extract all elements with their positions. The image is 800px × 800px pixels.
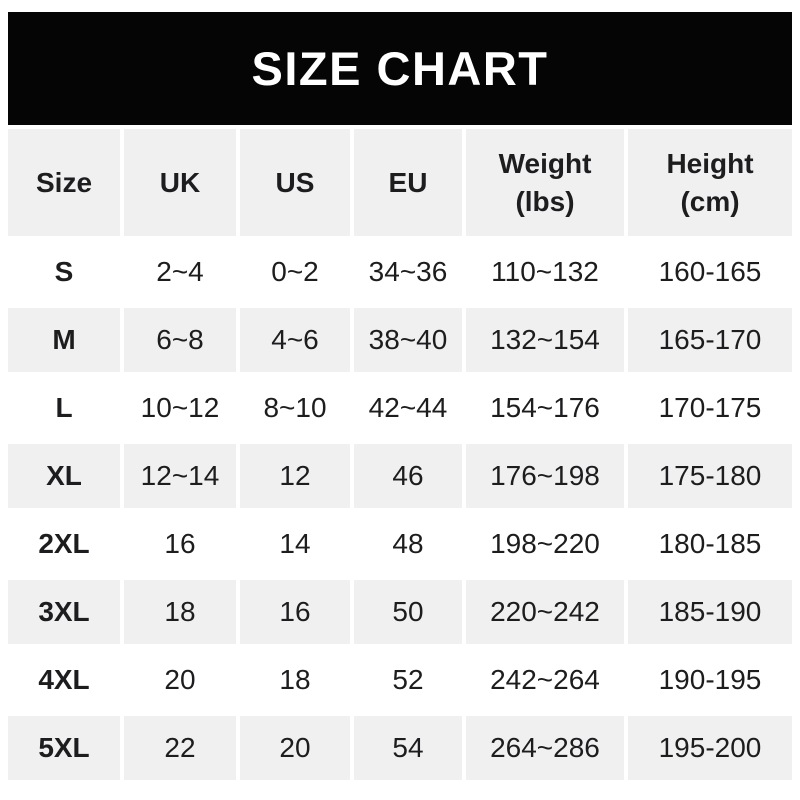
header-cell-height-cm: Height (cm) xyxy=(628,129,792,236)
table-cell: 18 xyxy=(124,580,236,644)
table-row-4xl: 4XL 20 18 52 242~264 190-195 xyxy=(8,648,792,712)
table-cell: 14 xyxy=(240,512,350,576)
table-row-xl: XL 12~14 12 46 176~198 175-180 xyxy=(8,444,792,508)
header-row: Size UK US EU Weight (lbs) Height (cm) xyxy=(8,129,792,236)
size-label-cell: S xyxy=(8,240,120,304)
table-cell: 176~198 xyxy=(466,444,624,508)
table-row-s: S 2~4 0~2 34~36 110~132 160-165 xyxy=(8,240,792,304)
header-cell-size: Size xyxy=(8,129,120,236)
table-cell: 160-165 xyxy=(628,240,792,304)
table-cell: 16 xyxy=(240,580,350,644)
table-cell: 50 xyxy=(354,580,462,644)
table-cell: 170-175 xyxy=(628,376,792,440)
table-cell: 20 xyxy=(124,648,236,712)
table-cell: 220~242 xyxy=(466,580,624,644)
page-title: SIZE CHART xyxy=(251,42,549,95)
size-label-cell: L xyxy=(8,376,120,440)
table-cell: 10~12 xyxy=(124,376,236,440)
table-cell: 264~286 xyxy=(466,716,624,780)
table-cell: 242~264 xyxy=(466,648,624,712)
header-cell-eu: EU xyxy=(354,129,462,236)
table-cell: 42~44 xyxy=(354,376,462,440)
table-cell: 0~2 xyxy=(240,240,350,304)
table-cell: 34~36 xyxy=(354,240,462,304)
table-cell: 48 xyxy=(354,512,462,576)
table-row-m: M 6~8 4~6 38~40 132~154 165-170 xyxy=(8,308,792,372)
size-table: Size UK US EU Weight (lbs) Height (cm) S 2~4 0~… xyxy=(4,125,796,784)
header-cell-weight-lbs: Weight (lbs) xyxy=(466,129,624,236)
size-label-cell: XL xyxy=(8,444,120,508)
table-row-3xl: 3XL 18 16 50 220~242 185-190 xyxy=(8,580,792,644)
table-body: S 2~4 0~2 34~36 110~132 160-165 M 6~8 4~6 38~40 13… xyxy=(8,240,792,780)
table-cell: 198~220 xyxy=(466,512,624,576)
size-label-cell: 2XL xyxy=(8,512,120,576)
table-cell: 54 xyxy=(354,716,462,780)
table-row-l: L 10~12 8~10 42~44 154~176 170-175 xyxy=(8,376,792,440)
table-cell: 12 xyxy=(240,444,350,508)
table-cell: 132~154 xyxy=(466,308,624,372)
table-cell: 4~6 xyxy=(240,308,350,372)
table-cell: 12~14 xyxy=(124,444,236,508)
size-label-cell: M xyxy=(8,308,120,372)
table-cell: 6~8 xyxy=(124,308,236,372)
table-cell: 195-200 xyxy=(628,716,792,780)
table-cell: 46 xyxy=(354,444,462,508)
table-cell: 38~40 xyxy=(354,308,462,372)
table-cell: 165-170 xyxy=(628,308,792,372)
table-cell: 110~132 xyxy=(466,240,624,304)
table-cell: 16 xyxy=(124,512,236,576)
size-chart-banner: SIZE CHART xyxy=(8,12,792,125)
size-label-cell: 4XL xyxy=(8,648,120,712)
table-cell: 20 xyxy=(240,716,350,780)
table-cell: 154~176 xyxy=(466,376,624,440)
size-label-cell: 5XL xyxy=(8,716,120,780)
table-cell: 2~4 xyxy=(124,240,236,304)
table-cell: 52 xyxy=(354,648,462,712)
table-row-2xl: 2XL 16 14 48 198~220 180-185 xyxy=(8,512,792,576)
header-cell-us: US xyxy=(240,129,350,236)
table-row-5xl: 5XL 22 20 54 264~286 195-200 xyxy=(8,716,792,780)
table-cell: 18 xyxy=(240,648,350,712)
table-cell: 180-185 xyxy=(628,512,792,576)
table-cell: 190-195 xyxy=(628,648,792,712)
table-cell: 8~10 xyxy=(240,376,350,440)
table-cell: 22 xyxy=(124,716,236,780)
table-cell: 175-180 xyxy=(628,444,792,508)
size-label-cell: 3XL xyxy=(8,580,120,644)
header-cell-uk: UK xyxy=(124,129,236,236)
table-cell: 185-190 xyxy=(628,580,792,644)
